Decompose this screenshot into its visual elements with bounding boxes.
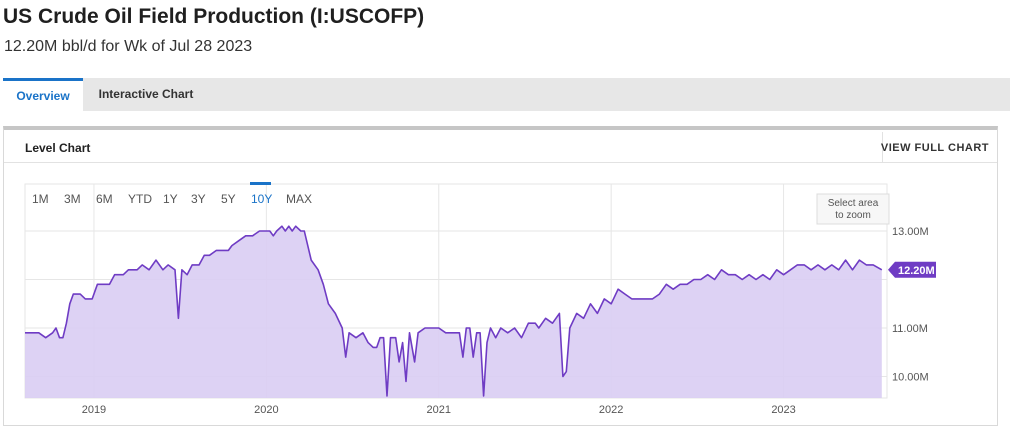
range-button-1y[interactable]: 1Y [163, 192, 178, 206]
range-button-3m[interactable]: 3M [64, 192, 81, 206]
last-value-label: 12.20M [898, 265, 935, 277]
zoom-hint-line-1: Select area [828, 198, 879, 209]
range-button-1m[interactable]: 1M [32, 192, 49, 206]
x-tick-label: 2022 [599, 404, 623, 416]
page-subtitle: 12.20M bbl/d for Wk of Jul 28 2023 [4, 38, 253, 55]
tab-overview[interactable]: Overview [3, 78, 83, 111]
panel-header: Level Chart VIEW FULL CHART [4, 130, 997, 163]
y-axis: 13.00M 11.00M 10.00M [892, 226, 929, 384]
y-tick-label: 11.00M [892, 323, 928, 335]
x-tick-label: 2020 [254, 404, 278, 416]
last-value-tag-shape [888, 261, 936, 278]
x-tick-label: 2021 [427, 404, 451, 416]
range-button-ytd[interactable]: YTD [128, 192, 152, 206]
y-tick-label: 10.00M [892, 372, 929, 384]
series-line [25, 225, 883, 397]
panel-title: Level Chart [25, 141, 91, 155]
last-value-tag: 12.20M [888, 261, 936, 278]
range-active-indicator [250, 182, 271, 185]
page-title: US Crude Oil Field Production (I:USCOFP) [3, 5, 425, 28]
x-tick-label: 2019 [82, 404, 106, 416]
range-selector: 1M 3M 6M YTD 1Y 3Y 5Y 10Y MAX [32, 182, 312, 206]
range-button-3y[interactable]: 3Y [191, 192, 206, 206]
x-axis: 2019 2020 2021 2022 2023 [82, 404, 796, 416]
y-tick-label: 13.00M [892, 226, 929, 238]
range-button-6m[interactable]: 6M [96, 192, 113, 206]
range-button-5y[interactable]: 5Y [221, 192, 236, 206]
header-divider [882, 132, 883, 162]
series-area-fill [25, 226, 882, 398]
tab-interactive-chart[interactable]: Interactive Chart [98, 87, 194, 101]
range-button-max[interactable]: MAX [286, 192, 312, 206]
zoom-hint-line-2: to zoom [835, 210, 871, 221]
x-tick-label: 2023 [771, 404, 795, 416]
zoom-hint-bg [816, 193, 890, 225]
tab-bar: Overview Interactive Chart [3, 78, 1010, 111]
view-full-chart-link[interactable]: VIEW FULL CHART [880, 142, 989, 154]
zoom-hint-box: Select area to zoom [816, 193, 890, 225]
range-button-10y[interactable]: 10Y [251, 192, 272, 206]
